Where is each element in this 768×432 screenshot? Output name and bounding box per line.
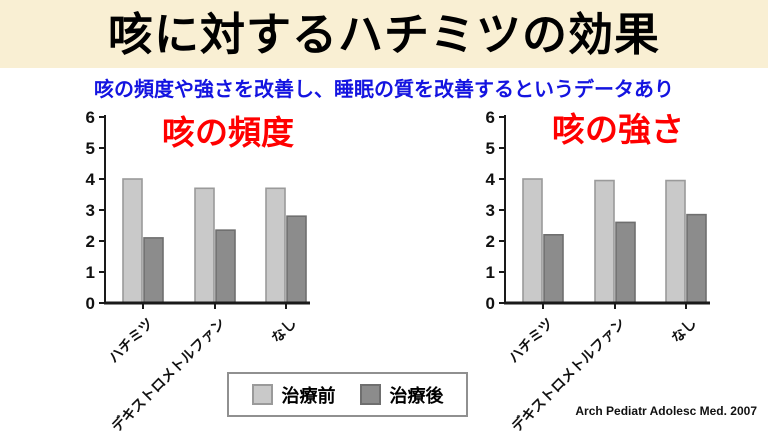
bar-after-1 [215, 229, 236, 304]
bar-before-1 [594, 179, 615, 304]
legend-label-after: 治療後 [389, 385, 444, 406]
slide-subtitle: 咳の頻度や強さを改善し、睡眠の質を改善するというデータあり [94, 79, 674, 101]
slide-title: 咳に対するハチミツの効果 [107, 8, 660, 60]
bar-after-2 [686, 213, 707, 304]
bar-before-2 [265, 187, 286, 304]
y-tick-label: 6 [486, 108, 495, 127]
y-tick-label: 1 [86, 263, 95, 282]
legend-item-after: 治療後 [359, 382, 444, 408]
y-tick-label: 5 [486, 139, 495, 158]
bar-after-2 [286, 215, 307, 304]
y-tick-label: 2 [86, 232, 95, 251]
bar-before-0 [122, 178, 143, 304]
x-tick-label: ハチミツ [505, 315, 556, 366]
legend-label-before: 治療前 [281, 385, 336, 406]
y-tick-label: 5 [86, 139, 95, 158]
cough-severity-chart: 咳の強さ ハチミツ デキストロメトルファン なし 0 1 2 3 4 5 6 [485, 107, 768, 432]
y-tick-label: 6 [86, 108, 95, 127]
y-tick-label: 2 [486, 232, 495, 251]
y-tick-label: 3 [86, 201, 95, 220]
bar-before-1 [194, 187, 215, 304]
bar-after-0 [543, 234, 564, 304]
legend-item-before: 治療前 [251, 382, 336, 408]
chart-legend: 治療前 治療後 [227, 372, 468, 417]
y-tick-label: 1 [486, 263, 495, 282]
chart-title-severity: 咳の強さ [552, 111, 684, 148]
bar-after-1 [615, 221, 636, 304]
x-tick-label: なし [268, 315, 299, 346]
bar-before-0 [522, 178, 543, 304]
chart-title-frequency: 咳の頻度 [162, 114, 294, 151]
x-tick-label: なし [668, 315, 699, 346]
before-treatment-swatch [251, 384, 273, 405]
bar-before-2 [665, 179, 686, 304]
bar-after-0 [143, 237, 164, 304]
y-tick-label: 0 [86, 294, 95, 313]
x-tick-label: ハチミツ [105, 315, 156, 366]
after-treatment-swatch [359, 384, 381, 405]
y-tick-label: 0 [486, 294, 495, 313]
y-tick-label: 4 [486, 170, 496, 189]
y-tick-label: 4 [86, 170, 96, 189]
y-tick-label: 3 [486, 201, 495, 220]
citation: Arch Pediatr Adolesc Med. 2007 [575, 404, 757, 418]
cough-frequency-chart: 咳の頻度 ハチミツ デキストロメトルファン なし 0 1 2 3 4 5 6 [85, 107, 415, 432]
title-bar: 咳に対するハチミツの効果 [0, 0, 768, 68]
